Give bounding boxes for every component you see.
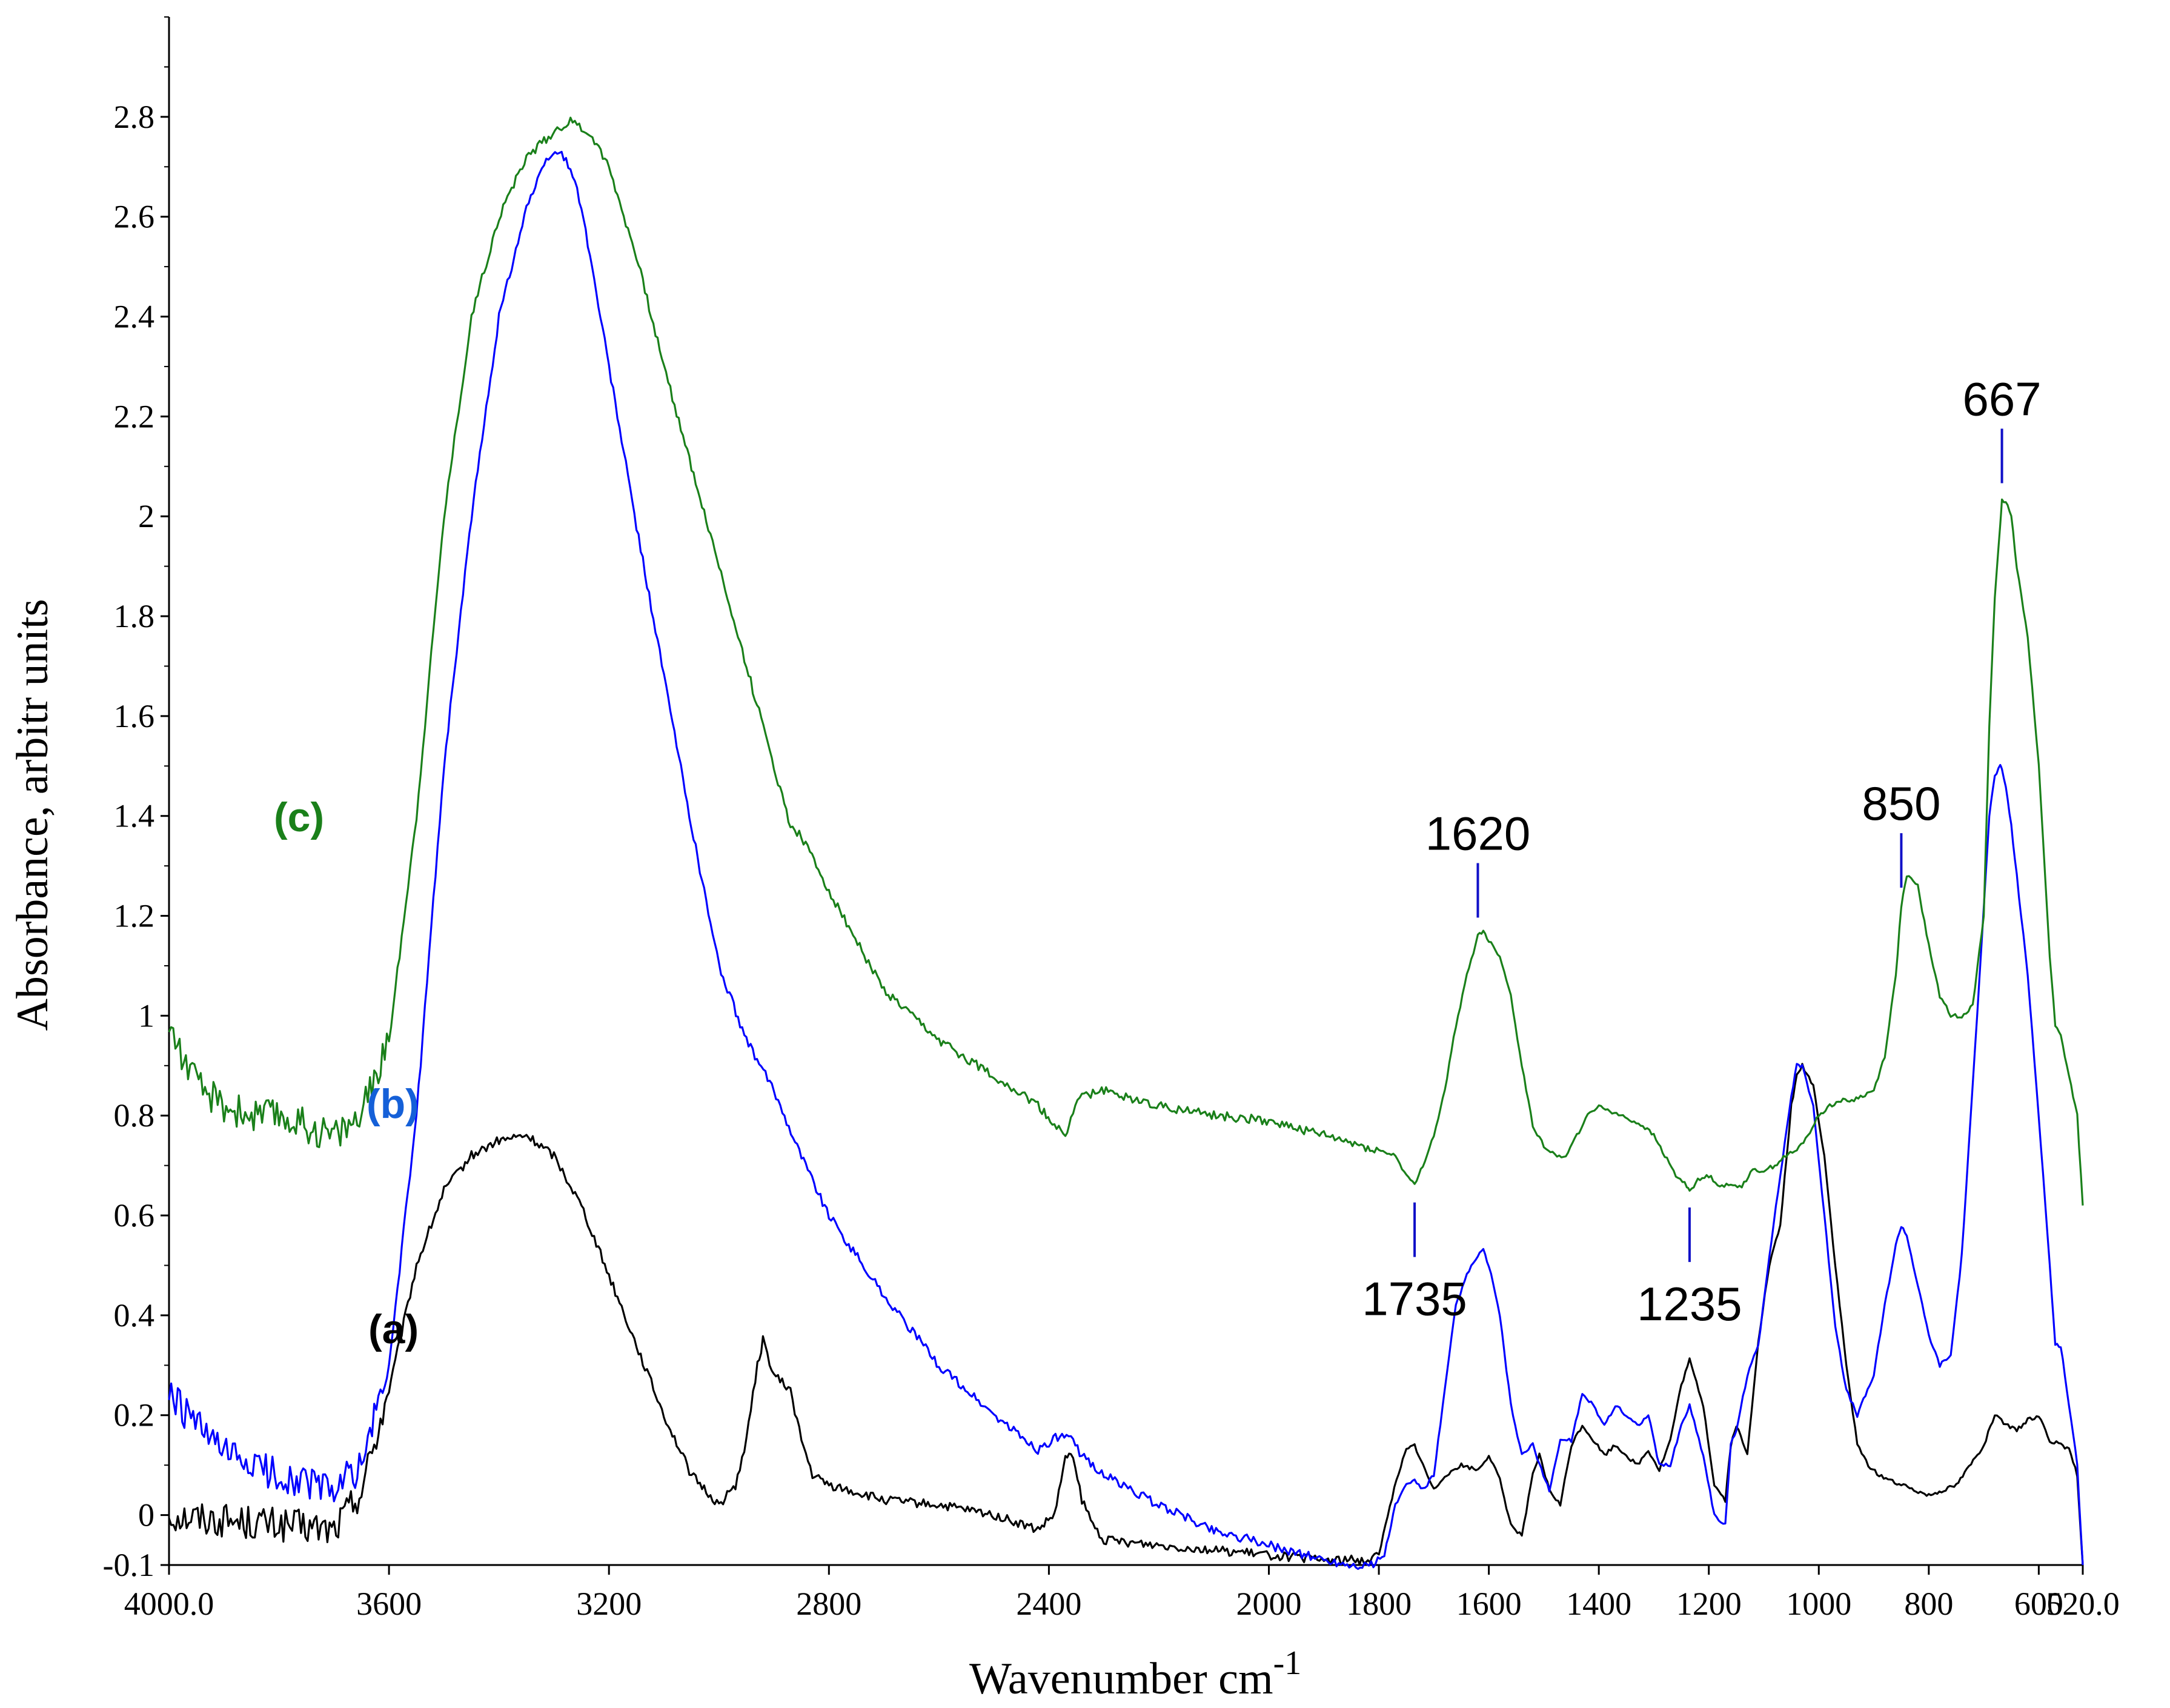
x-axis-title-text: Wavenumber cm (969, 1654, 1273, 1704)
series-label-c: (c) (274, 794, 324, 840)
y-tick-label: 0.2 (114, 1397, 155, 1434)
y-axis-title: Absorbance, arbitr units (8, 599, 58, 1031)
y-tick-label: 2.6 (114, 199, 155, 235)
y-tick-label: 2.2 (114, 398, 155, 434)
y-tick-label: 1.4 (114, 798, 155, 834)
peak-label-1235: 1235 (1637, 1277, 1742, 1331)
x-tick-label: 3200 (576, 1586, 642, 1622)
x-tick-label: 1000 (1786, 1586, 1851, 1622)
y-ticks: -0.1 0 0.2 0.4 0.6 0.8 1 1.2 1.4 1.6 1.8 2 2.2 2.4 2.6… (103, 16, 169, 1583)
y-tick-label: 1.8 (114, 598, 155, 634)
series-label-b: (b) (367, 1081, 419, 1127)
x-tick-label: 3600 (356, 1586, 422, 1622)
y-tick-label: 2 (138, 498, 154, 534)
peak-label-667: 667 (1962, 372, 2041, 425)
x-tick-label: 1200 (1676, 1586, 1742, 1622)
peak-label-1735: 1735 (1362, 1272, 1467, 1326)
x-axis-title: Wavenumber cm-1 (969, 1644, 1301, 1704)
x-tick-label: 800 (1904, 1586, 1953, 1622)
y-tick-label: 0 (138, 1497, 154, 1534)
y-tick-label: 2.8 (114, 99, 155, 135)
y-tick-label: 2.4 (114, 299, 155, 335)
x-tick-label: 4000.0 (124, 1586, 214, 1622)
y-tick-label: 0.6 (114, 1197, 155, 1234)
y-tick-label: 1 (138, 997, 154, 1034)
axes: -0.1 0 0.2 0.4 0.6 0.8 1 1.2 1.4 1.6 1.8 2 2.2 2.4 2.6… (103, 16, 2120, 1622)
series-line-a (168, 1063, 2084, 1566)
series-label-a: (a) (368, 1306, 419, 1352)
x-tick-label: 2000 (1236, 1586, 1302, 1622)
y-tick-label: 0.4 (114, 1297, 155, 1334)
y-tick-label: -0.1 (103, 1547, 154, 1583)
x-tick-label: 600 (2014, 1586, 2063, 1622)
series-line-b (168, 150, 2084, 1570)
x-tick-label: 1600 (1456, 1586, 1522, 1622)
x-tick-label: 2400 (1016, 1586, 1081, 1622)
x-axis-title-superscript: -1 (1273, 1644, 1302, 1682)
x-tick-label: 1400 (1566, 1586, 1631, 1622)
x-tick-label: 1800 (1346, 1586, 1412, 1622)
x-tick-label: 520.0 (2046, 1586, 2120, 1622)
peak-label-1620: 1620 (1425, 807, 1531, 860)
x-tick-label: 2800 (796, 1586, 861, 1622)
peak-label-850: 850 (1862, 777, 1940, 830)
series-layer (168, 116, 2084, 1570)
y-tick-label: 1.6 (114, 698, 155, 734)
annotation-layer: 1620 1735 1235 850 667 (1362, 372, 2041, 1330)
series-line-c (168, 116, 2084, 1206)
y-tick-label: 0.8 (114, 1097, 155, 1134)
y-tick-label: 1.2 (114, 898, 155, 934)
x-ticks: 4000.0 3600 3200 2800 2400 2000 1800 1600 1400 12… (124, 1565, 2120, 1622)
